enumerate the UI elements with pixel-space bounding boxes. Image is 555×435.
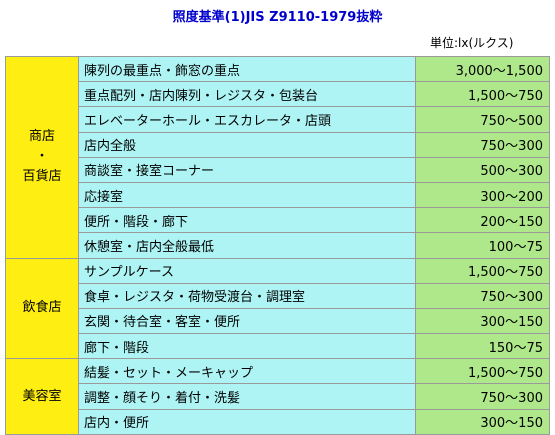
- table-row: 飲食店 サンプルケース 1,500～750: [6, 258, 549, 359]
- table-row: 商談室・接室コーナー 500～300: [6, 157, 549, 182]
- unit-label: 単位:lx(ルクス): [430, 36, 514, 50]
- category-cell: 飲食店: [6, 258, 78, 359]
- category-label: 百貨店: [22, 169, 62, 185]
- location-cell: 店内・便所: [79, 409, 415, 434]
- location-cell: 結髪・セット・メーキャップ: [79, 359, 415, 384]
- category-label: 美容室: [22, 388, 62, 404]
- table-row: 調整・顔そり・着付・洗髪 750～300: [6, 384, 549, 409]
- lux-cell: 1,500～750: [416, 359, 549, 384]
- table-row: 廊下・階段 150～75: [6, 334, 549, 359]
- location-cell: 玄関・待合室・客室・便所: [79, 308, 415, 334]
- table-row: 玄関・待合室・客室・便所 300～150: [6, 308, 549, 334]
- table-row: 重点配列・店内陳列・レジスタ・包装台 1,500～750: [6, 82, 549, 107]
- location-cell: 商談室・接室コーナー: [79, 157, 415, 182]
- location-cell: エレベーターホール・エスカレータ・店頭: [79, 107, 415, 132]
- table-row: 応接室 300～200: [6, 182, 549, 208]
- lux-cell: 750～300: [416, 384, 549, 409]
- lux-cell: 100～75: [416, 233, 549, 258]
- table-row: 食卓・レジスタ・荷物受渡台・調理室 750～300: [6, 283, 549, 308]
- lux-cell: 750～500: [416, 107, 549, 132]
- lux-cell: 750～300: [416, 132, 549, 157]
- lux-cell: 150～75: [416, 334, 549, 359]
- page-title: 照度基準(1)JIS Z9110-1979抜粋: [172, 10, 383, 25]
- lux-cell: 300～200: [416, 182, 549, 208]
- location-cell: 食卓・レジスタ・荷物受渡台・調理室: [79, 283, 415, 308]
- category-label: ・: [35, 149, 49, 165]
- location-cell: 休憩室・店内全般最低: [79, 233, 415, 258]
- location-cell: サンプルケース: [79, 258, 415, 283]
- lux-cell: 300～150: [416, 409, 549, 434]
- location-cell: 重点配列・店内陳列・レジスタ・包装台: [79, 82, 415, 107]
- illuminance-table: 商店・百貨店 陳列の最重点・飾窓の重点 3,000～1,500 重点配列・店内陳列・レ…: [5, 56, 550, 435]
- lux-cell: 300～150: [416, 308, 549, 334]
- category-cell: 商店・百貨店: [6, 57, 78, 258]
- table-row: 便所・階段・廊下 200～150: [6, 208, 549, 233]
- lux-cell: 750～300: [416, 283, 549, 308]
- table-row: 商店・百貨店 陳列の最重点・飾窓の重点 3,000～1,500: [6, 57, 549, 258]
- category-label: 商店: [28, 129, 55, 145]
- location-cell: 店内全般: [79, 132, 415, 157]
- table-row: 休憩室・店内全般最低 100～75: [6, 233, 549, 258]
- location-cell: 応接室: [79, 182, 415, 208]
- table-row: 店内全般 750～300: [6, 132, 549, 157]
- category-cell: 美容室: [6, 359, 78, 434]
- lux-cell: 1,500～750: [416, 258, 549, 283]
- location-cell: 便所・階段・廊下: [79, 208, 415, 233]
- location-cell: 陳列の最重点・飾窓の重点: [79, 57, 415, 82]
- table-row: 店内・便所 300～150: [6, 409, 549, 434]
- lux-cell: 500～300: [416, 157, 549, 182]
- lux-cell: 1,500～750: [416, 82, 549, 107]
- location-cell: 廊下・階段: [79, 334, 415, 359]
- lux-cell: 200～150: [416, 208, 549, 233]
- table-row: 美容室 結髪・セット・メーキャップ 1,500～750: [6, 359, 549, 434]
- lux-cell: 3,000～1,500: [416, 57, 549, 82]
- location-cell: 調整・顔そり・着付・洗髪: [79, 384, 415, 409]
- category-label: 飲食店: [22, 300, 62, 316]
- illuminance-table-body: 商店・百貨店 陳列の最重点・飾窓の重点 3,000～1,500 重点配列・店内陳列・レ…: [6, 57, 549, 434]
- table-row: エレベーターホール・エスカレータ・店頭 750～500: [6, 107, 549, 132]
